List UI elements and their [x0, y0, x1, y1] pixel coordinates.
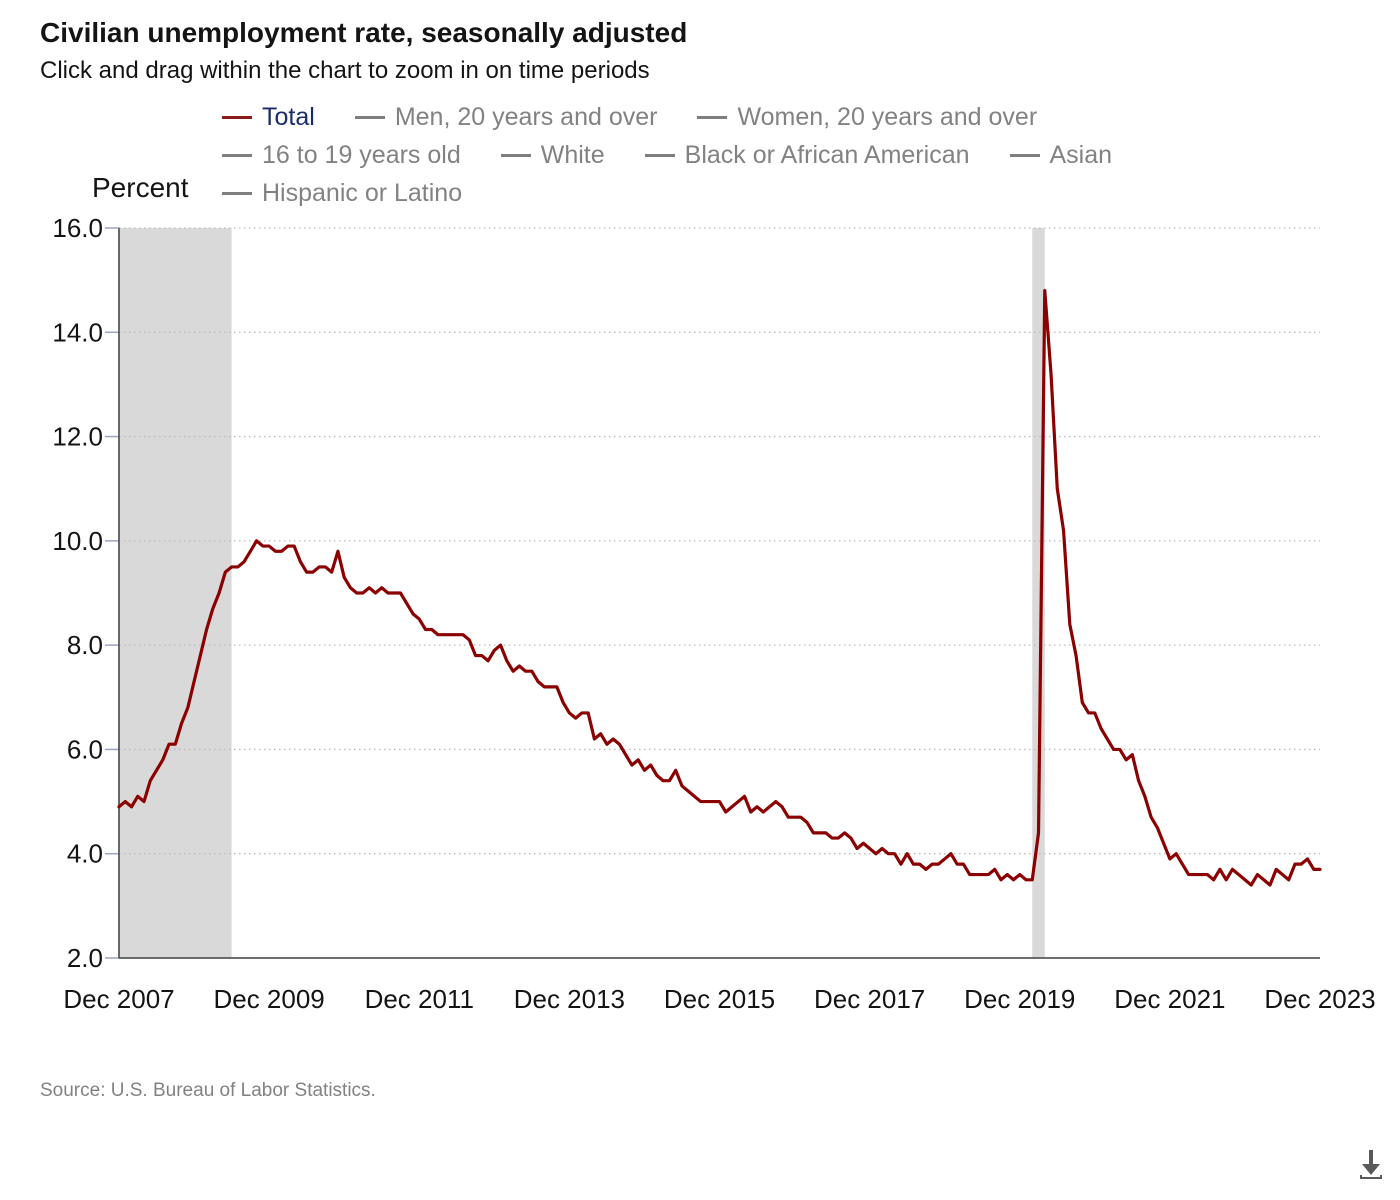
svg-text:12.0: 12.0: [52, 422, 103, 452]
svg-text:10.0: 10.0: [52, 526, 103, 556]
svg-text:Dec 2007: Dec 2007: [63, 984, 174, 1014]
svg-text:16.0: 16.0: [52, 213, 103, 243]
svg-text:Dec 2019: Dec 2019: [964, 984, 1075, 1014]
svg-text:Dec 2011: Dec 2011: [365, 984, 474, 1014]
svg-text:14.0: 14.0: [52, 317, 103, 347]
svg-text:4.0: 4.0: [67, 839, 103, 869]
svg-text:6.0: 6.0: [67, 734, 103, 764]
svg-text:Dec 2023: Dec 2023: [1264, 984, 1375, 1014]
svg-text:2.0: 2.0: [67, 943, 103, 973]
svg-text:Dec 2021: Dec 2021: [1114, 984, 1225, 1014]
svg-text:Dec 2009: Dec 2009: [213, 984, 324, 1014]
svg-text:Dec 2013: Dec 2013: [514, 984, 625, 1014]
svg-text:Dec 2017: Dec 2017: [814, 984, 925, 1014]
svg-text:Dec 2015: Dec 2015: [664, 984, 775, 1014]
svg-text:8.0: 8.0: [67, 630, 103, 660]
